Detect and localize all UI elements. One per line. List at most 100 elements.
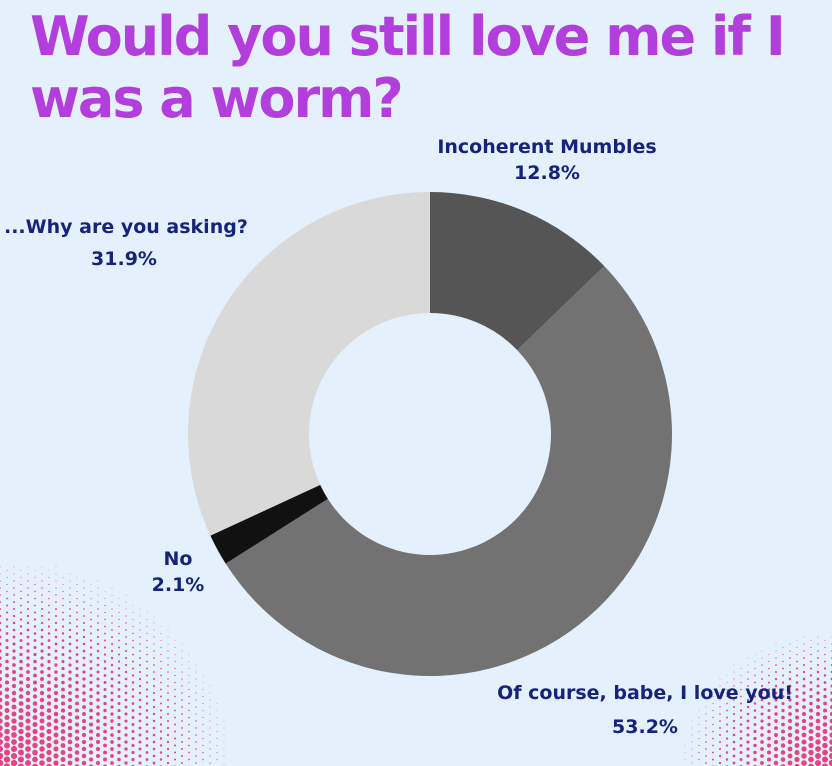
halftone-dot bbox=[89, 715, 93, 720]
halftone-dot bbox=[25, 746, 31, 752]
halftone-dot bbox=[732, 726, 736, 730]
halftone-dot bbox=[74, 757, 80, 762]
halftone-dot bbox=[26, 663, 30, 667]
halftone-dot bbox=[25, 704, 31, 710]
halftone-dot bbox=[789, 650, 791, 652]
halftone-dot bbox=[753, 757, 757, 762]
halftone-dot bbox=[96, 635, 100, 639]
halftone-dot bbox=[75, 646, 79, 649]
halftone-dot bbox=[732, 712, 736, 716]
halftone-dot bbox=[794, 743, 800, 748]
halftone-dot bbox=[823, 708, 827, 713]
halftone-dot bbox=[803, 643, 805, 645]
halftone-dot bbox=[824, 653, 826, 656]
halftone-dot bbox=[712, 723, 714, 726]
halftone-dot bbox=[12, 656, 16, 660]
halftone-dot bbox=[118, 646, 120, 649]
halftone-dot bbox=[159, 744, 163, 747]
halftone-dot bbox=[103, 667, 107, 670]
halftone-dot bbox=[111, 636, 113, 638]
halftone-dot bbox=[110, 747, 114, 751]
halftone-dot bbox=[159, 737, 163, 740]
halftone-dot bbox=[82, 635, 86, 639]
halftone-dot bbox=[705, 713, 707, 715]
halftone-dot bbox=[131, 688, 135, 691]
halftone-dot bbox=[801, 760, 807, 766]
halftone-dot bbox=[725, 737, 729, 740]
halftone-dot bbox=[32, 735, 38, 742]
halftone-dot bbox=[152, 684, 156, 688]
halftone-dot bbox=[0, 725, 3, 731]
halftone-dot bbox=[167, 678, 169, 680]
halftone-dot bbox=[89, 680, 93, 685]
halftone-dot bbox=[132, 646, 134, 649]
halftone-dot bbox=[223, 741, 225, 743]
halftone-dot bbox=[803, 657, 805, 659]
halftone-dot bbox=[131, 757, 135, 762]
halftone-dot bbox=[698, 710, 700, 711]
halftone-dot bbox=[181, 671, 183, 673]
halftone-dot bbox=[138, 670, 142, 674]
slice-percent: 12.8% bbox=[514, 162, 580, 184]
halftone-dot bbox=[768, 667, 770, 670]
halftone-dot bbox=[202, 723, 204, 726]
halftone-dot bbox=[821, 756, 829, 763]
halftone-dot bbox=[34, 583, 36, 586]
halftone-dot bbox=[19, 632, 23, 635]
halftone-dot bbox=[705, 734, 707, 736]
halftone-dot bbox=[89, 722, 93, 727]
halftone-dot bbox=[104, 591, 106, 592]
halftone-dot bbox=[719, 727, 721, 729]
halftone-dot bbox=[55, 587, 57, 589]
halftone-dot bbox=[760, 684, 764, 688]
halftone-dot bbox=[67, 725, 73, 731]
halftone-dot bbox=[5, 618, 9, 621]
halftone-dot bbox=[684, 745, 686, 746]
halftone-dot bbox=[131, 702, 135, 705]
halftone-dot bbox=[124, 656, 128, 660]
halftone-dot bbox=[781, 674, 785, 677]
halftone-dot bbox=[801, 711, 807, 717]
halftone-dot bbox=[173, 758, 177, 761]
halftone-dot bbox=[104, 618, 106, 621]
halftone-dot bbox=[739, 744, 743, 747]
halftone-dot bbox=[828, 759, 832, 766]
halftone-dot bbox=[76, 597, 78, 600]
halftone-dot bbox=[202, 689, 204, 690]
halftone-dot bbox=[68, 656, 72, 660]
halftone-dot bbox=[110, 677, 114, 681]
halftone-dot bbox=[803, 650, 805, 652]
halftone-dot bbox=[111, 594, 113, 596]
halftone-dot bbox=[96, 691, 100, 695]
halftone-dot bbox=[61, 666, 65, 671]
halftone-dot bbox=[774, 733, 778, 737]
halftone-dot bbox=[195, 734, 197, 736]
halftone-dot bbox=[181, 741, 183, 743]
halftone-dot bbox=[726, 702, 728, 705]
halftone-dot bbox=[202, 737, 204, 740]
halftone-dot bbox=[74, 743, 80, 748]
halftone-dot bbox=[125, 643, 127, 645]
halftone-dot bbox=[775, 657, 777, 659]
halftone-dot bbox=[138, 684, 142, 688]
halftone-dot bbox=[111, 608, 113, 610]
halftone-dot bbox=[725, 744, 729, 747]
halftone-dot bbox=[118, 618, 120, 621]
halftone-dot bbox=[96, 677, 100, 681]
halftone-dot bbox=[691, 748, 693, 750]
halftone-dot bbox=[138, 712, 142, 716]
halftone-dot bbox=[780, 750, 786, 755]
halftone-dot bbox=[795, 694, 799, 699]
halftone-dot bbox=[110, 656, 114, 660]
halftone-dot bbox=[739, 737, 743, 740]
halftone-dot bbox=[761, 678, 763, 680]
halftone-dot bbox=[117, 743, 121, 748]
halftone-dot bbox=[103, 653, 107, 656]
halftone-dot bbox=[684, 759, 686, 760]
halftone-dot bbox=[40, 621, 44, 625]
halftone-dot bbox=[117, 722, 121, 727]
halftone-dot bbox=[718, 740, 722, 744]
halftone-dot bbox=[132, 639, 134, 642]
halftone-dot bbox=[767, 715, 771, 720]
halftone-dot bbox=[131, 674, 135, 677]
